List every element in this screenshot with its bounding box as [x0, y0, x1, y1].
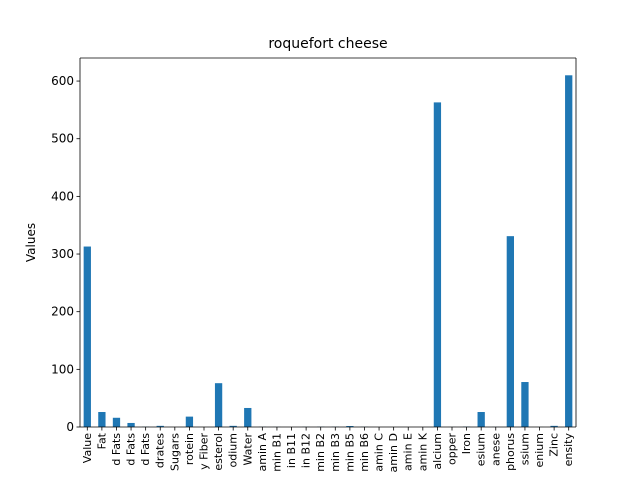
- bar-7: [186, 417, 193, 427]
- x-tick-label-27: esium: [475, 433, 488, 466]
- axes-frame: [80, 58, 576, 427]
- x-tick-label-15: in B12: [300, 433, 313, 468]
- x-tick-label-4: d Fats: [139, 433, 152, 466]
- y-tick-label-6: 600: [51, 74, 74, 88]
- x-tick-label-8: y Fiber: [198, 433, 211, 470]
- x-tick-label-33: ensity: [562, 433, 575, 467]
- x-tick-label-26: Iron: [460, 433, 473, 454]
- bar-30: [521, 382, 528, 427]
- x-tick-label-1: Fat: [95, 432, 108, 449]
- y-tick-label-4: 400: [51, 189, 74, 203]
- x-tick-label-32: Zinc: [548, 433, 561, 457]
- x-tick-label-2: d Fats: [110, 433, 123, 466]
- x-tick-label-5: drates: [154, 433, 167, 468]
- x-tick-label-12: amin A: [256, 433, 269, 472]
- x-tick-label-31: enium: [533, 433, 546, 467]
- bar-29: [507, 236, 514, 427]
- bar-9: [215, 383, 222, 427]
- y-tick-label-2: 200: [51, 305, 74, 319]
- x-tick-label-9: esterol: [212, 433, 225, 471]
- bar-0: [84, 247, 91, 427]
- x-tick-label-29: phorus: [504, 433, 517, 471]
- x-tick-label-23: amin K: [416, 432, 429, 471]
- bar-24: [434, 102, 441, 427]
- x-tick-label-20: amin C: [373, 433, 386, 472]
- y-axis-label: Values: [24, 223, 38, 262]
- bar-3: [127, 423, 134, 427]
- x-tick-label-25: opper: [446, 433, 459, 465]
- x-tick-label-0: Value: [81, 433, 94, 463]
- x-tick-label-28: anese: [489, 433, 502, 466]
- x-tick-label-24: alcium: [431, 433, 444, 470]
- bar-2: [113, 418, 120, 427]
- bar-11: [244, 408, 251, 427]
- chart-title: roquefort cheese: [268, 36, 387, 52]
- x-tick-label-3: d Fats: [125, 433, 138, 466]
- x-tick-label-7: rotein: [183, 433, 196, 465]
- x-tick-label-11: Water: [241, 433, 254, 466]
- x-tick-label-19: min B6: [358, 433, 371, 472]
- y-tick-label-5: 500: [51, 132, 74, 146]
- bar-33: [565, 75, 572, 427]
- y-tick-label-1: 100: [51, 362, 74, 376]
- bar-27: [478, 412, 485, 427]
- x-tick-label-10: odium: [227, 433, 240, 467]
- x-tick-label-16: min B2: [314, 433, 327, 472]
- y-axis-ticks: 0 100 200 300 400 500 600: [51, 74, 80, 434]
- x-tick-label-14: in B11: [285, 433, 298, 468]
- x-tick-label-17: min B3: [329, 433, 342, 472]
- x-tick-label-6: Sugars: [168, 433, 181, 471]
- x-tick-label-21: amin D: [387, 433, 400, 472]
- x-tick-label-22: amin E: [402, 433, 415, 471]
- bars-group: [84, 75, 573, 427]
- y-tick-label-0: 0: [66, 420, 74, 434]
- x-tick-label-18: min B5: [343, 433, 356, 472]
- x-tick-label-13: min B1: [270, 433, 283, 472]
- bar-1: [98, 412, 105, 427]
- x-tick-label-30: ssium: [518, 433, 531, 465]
- y-tick-label-3: 300: [51, 247, 74, 261]
